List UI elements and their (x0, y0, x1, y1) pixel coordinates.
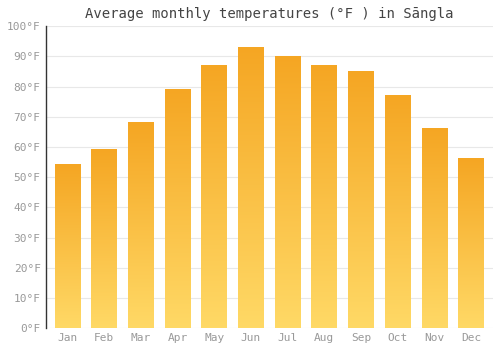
Title: Average monthly temperatures (°F ) in Sāngla: Average monthly temperatures (°F ) in Sā… (85, 7, 454, 21)
